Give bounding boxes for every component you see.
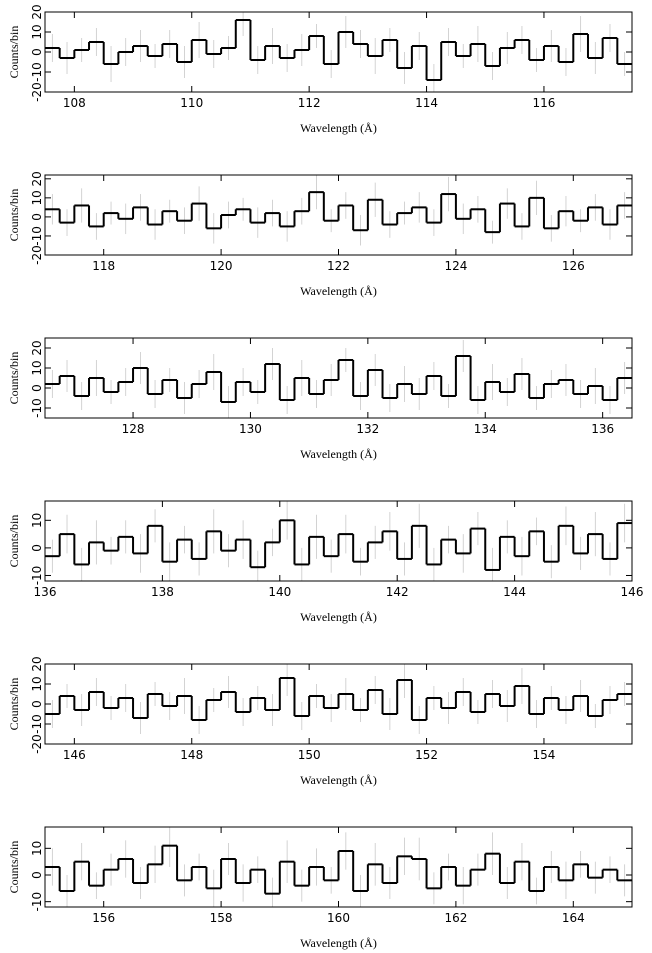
y-tick-label: 20 bbox=[30, 171, 44, 186]
y-tick-label: 0 bbox=[30, 544, 44, 552]
x-tick-label: 112 bbox=[298, 96, 321, 110]
x-tick-label: 134 bbox=[474, 422, 497, 436]
y-tick-label: 0 bbox=[30, 48, 44, 56]
x-axis-label: Wavelength (Å) bbox=[300, 121, 377, 135]
y-tick-label: -10 bbox=[30, 62, 44, 82]
x-tick-label: 142 bbox=[386, 585, 409, 599]
x-tick-label: 146 bbox=[63, 748, 86, 762]
x-tick-label: 122 bbox=[327, 259, 350, 273]
x-tick-label: 124 bbox=[444, 259, 467, 273]
x-tick-label: 130 bbox=[239, 422, 262, 436]
x-tick-label: 128 bbox=[122, 422, 145, 436]
x-tick-label: 140 bbox=[268, 585, 291, 599]
y-axis-label: Counts/bin bbox=[7, 841, 21, 894]
y-tick-label: 20 bbox=[30, 656, 44, 671]
x-tick-label: 144 bbox=[503, 585, 526, 599]
y-tick-label: 0 bbox=[30, 700, 44, 708]
y-tick-label: 10 bbox=[30, 513, 44, 528]
y-tick-label: 10 bbox=[30, 360, 44, 375]
x-tick-label: 150 bbox=[298, 748, 321, 762]
x-tick-label: 156 bbox=[92, 911, 115, 925]
x-tick-label: 136 bbox=[591, 422, 614, 436]
x-tick-label: 108 bbox=[63, 96, 86, 110]
x-tick-label: 120 bbox=[210, 259, 233, 273]
y-tick-label: 0 bbox=[30, 384, 44, 392]
y-axis-label: Counts/bin bbox=[7, 515, 21, 568]
y-tick-label: -20 bbox=[30, 82, 44, 102]
y-tick-label: -20 bbox=[30, 245, 44, 265]
y-tick-label: 0 bbox=[30, 213, 44, 221]
y-tick-label: 20 bbox=[30, 4, 44, 19]
y-tick-label: 10 bbox=[30, 841, 44, 856]
y-axis-label: Counts/bin bbox=[7, 189, 21, 242]
y-tick-label: -10 bbox=[30, 714, 44, 734]
y-axis-label: Counts/bin bbox=[7, 352, 21, 405]
x-axis-label: Wavelength (Å) bbox=[300, 447, 377, 461]
x-tick-label: 152 bbox=[415, 748, 438, 762]
x-axis-label: Wavelength (Å) bbox=[300, 610, 377, 624]
x-tick-label: 138 bbox=[151, 585, 174, 599]
x-tick-label: 118 bbox=[92, 259, 115, 273]
y-axis-label: Counts/bin bbox=[7, 26, 21, 79]
y-tick-label: 0 bbox=[30, 871, 44, 879]
y-tick-label: -20 bbox=[30, 734, 44, 754]
x-axis-label: Wavelength (Å) bbox=[300, 284, 377, 298]
x-tick-label: 160 bbox=[327, 911, 350, 925]
x-tick-label: 110 bbox=[180, 96, 203, 110]
x-axis-label: Wavelength (Å) bbox=[300, 936, 377, 950]
x-tick-label: 158 bbox=[210, 911, 233, 925]
x-tick-label: 132 bbox=[356, 422, 379, 436]
x-tick-label: 164 bbox=[562, 911, 585, 925]
y-tick-label: 20 bbox=[30, 340, 44, 355]
y-tick-label: 10 bbox=[30, 190, 44, 205]
x-tick-label: 154 bbox=[532, 748, 555, 762]
y-tick-label: -10 bbox=[30, 226, 44, 246]
x-axis-label: Wavelength (Å) bbox=[300, 773, 377, 787]
y-tick-label: 10 bbox=[30, 676, 44, 691]
x-tick-label: 116 bbox=[532, 96, 555, 110]
plot-frame bbox=[44, 337, 633, 419]
x-tick-label: 148 bbox=[180, 748, 203, 762]
y-tick-label: 10 bbox=[30, 24, 44, 39]
x-tick-label: 114 bbox=[415, 96, 438, 110]
x-tick-label: 146 bbox=[621, 585, 644, 599]
y-tick-label: -10 bbox=[30, 892, 44, 912]
y-tick-label: -10 bbox=[30, 566, 44, 586]
x-tick-label: 126 bbox=[562, 259, 585, 273]
x-tick-label: 136 bbox=[34, 585, 57, 599]
plot-frame bbox=[44, 500, 633, 582]
y-tick-label: -10 bbox=[30, 398, 44, 418]
x-tick-label: 162 bbox=[444, 911, 467, 925]
y-axis-label: Counts/bin bbox=[7, 678, 21, 731]
